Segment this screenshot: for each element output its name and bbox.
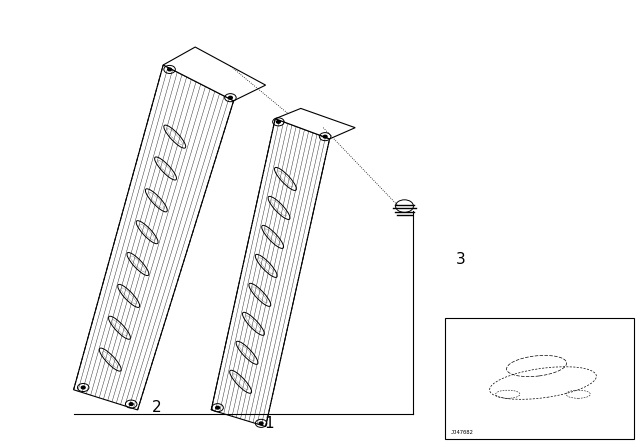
Text: 1: 1 — [264, 416, 274, 431]
Circle shape — [129, 403, 133, 405]
Bar — [445, 318, 634, 439]
Polygon shape — [163, 47, 266, 101]
Polygon shape — [275, 108, 355, 139]
Text: 3: 3 — [456, 252, 466, 267]
Circle shape — [81, 386, 85, 389]
Circle shape — [259, 422, 263, 425]
Circle shape — [168, 68, 172, 71]
Circle shape — [323, 135, 327, 138]
Polygon shape — [211, 119, 330, 426]
Circle shape — [216, 406, 220, 409]
Text: JJ47082: JJ47082 — [451, 430, 474, 435]
Text: 2: 2 — [152, 400, 162, 415]
Circle shape — [276, 121, 280, 123]
Circle shape — [228, 96, 232, 99]
Polygon shape — [74, 65, 234, 410]
